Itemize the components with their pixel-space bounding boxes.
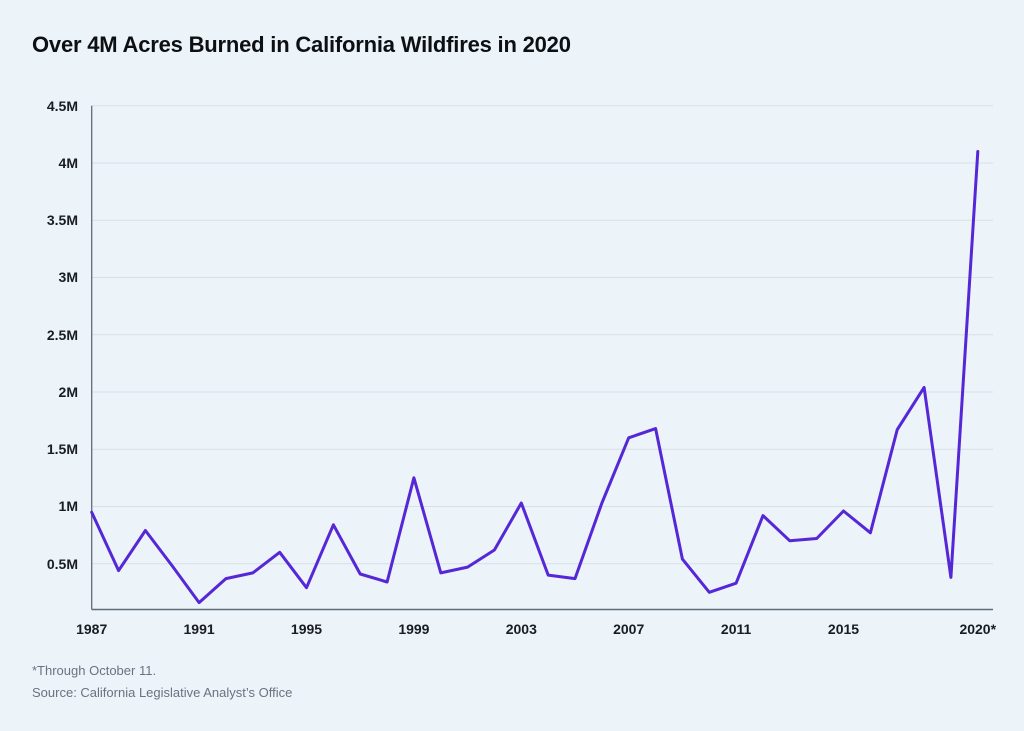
footnote: *Through October 11.: [32, 663, 157, 678]
source-note: Source: California Legislative Analyst’s…: [32, 685, 293, 700]
wildfire-acres-line: [90, 150, 980, 605]
chart-title: Over 4M Acres Burned in California Wildf…: [32, 32, 571, 57]
